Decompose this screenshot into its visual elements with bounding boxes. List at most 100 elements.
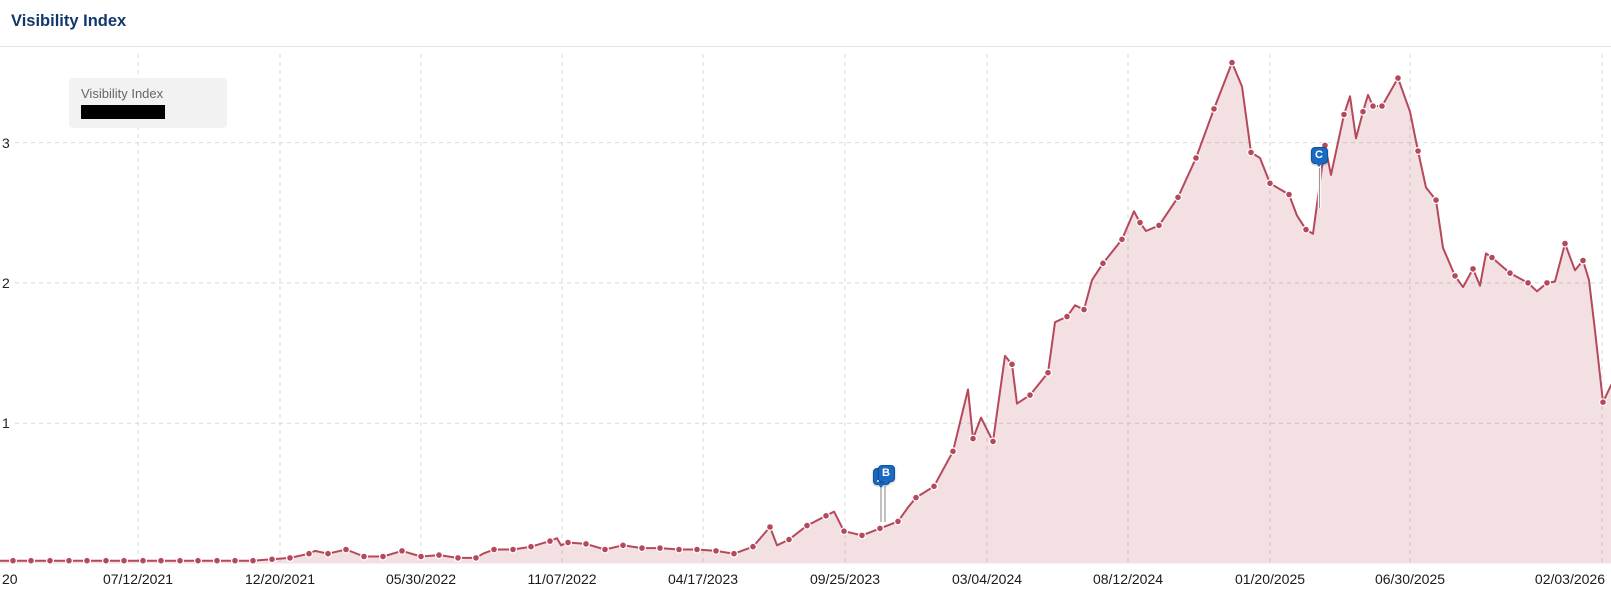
data-point-dot[interactable] (213, 556, 222, 565)
data-point-dot[interactable] (1062, 312, 1071, 321)
data-point-dot[interactable] (968, 434, 977, 443)
data-point-dot[interactable] (1154, 221, 1163, 230)
data-point-dot[interactable] (711, 546, 720, 555)
data-point-dot[interactable] (454, 553, 463, 562)
data-point-dot[interactable] (249, 556, 258, 565)
data-point-dot[interactable] (821, 511, 830, 520)
data-point-dot[interactable] (1368, 102, 1377, 111)
data-point-dot[interactable] (509, 545, 518, 554)
data-point-dot[interactable] (988, 437, 997, 446)
x-axis-tick-label: 03/04/2024 (951, 571, 1023, 587)
data-point-dot[interactable] (1025, 391, 1034, 400)
data-point-dot[interactable] (1578, 256, 1587, 265)
data-point-dot[interactable] (305, 549, 314, 558)
data-point-dot[interactable] (472, 553, 481, 562)
data-point-dot[interactable] (1598, 398, 1607, 407)
data-point-dot[interactable] (268, 555, 277, 564)
data-point-dot[interactable] (176, 556, 185, 565)
data-point-dot[interactable] (1339, 110, 1348, 119)
x-axis-tick-label: 05/30/2022 (385, 571, 457, 587)
data-point-dot[interactable] (157, 556, 166, 565)
data-point-dot[interactable] (64, 556, 73, 565)
data-point-dot[interactable] (490, 545, 499, 554)
data-point-dot[interactable] (1542, 278, 1551, 287)
data-point-dot[interactable] (581, 539, 590, 548)
data-point-dot[interactable] (784, 535, 793, 544)
data-point-dot[interactable] (194, 556, 203, 565)
data-point-dot[interactable] (1505, 269, 1514, 278)
data-point-dot[interactable] (857, 531, 866, 540)
data-point-dot[interactable] (875, 524, 884, 533)
data-point-dot[interactable] (802, 521, 811, 530)
data-point-dot[interactable] (600, 545, 609, 554)
data-point-dot[interactable] (765, 522, 774, 531)
data-point-dot[interactable] (231, 556, 240, 565)
data-point-dot[interactable] (435, 551, 444, 560)
data-point-dot[interactable] (893, 517, 902, 526)
data-point-dot[interactable] (1450, 271, 1459, 280)
data-point-dot[interactable] (324, 549, 333, 558)
data-point-dot[interactable] (1098, 259, 1107, 268)
data-point-dot[interactable] (1209, 104, 1218, 113)
data-point-dot[interactable] (1301, 225, 1310, 234)
data-point-dot[interactable] (748, 542, 757, 551)
data-point-dot[interactable] (9, 556, 18, 565)
data-point-dot[interactable] (618, 541, 627, 550)
data-point-dot[interactable] (1246, 148, 1255, 157)
data-point-dot[interactable] (119, 556, 128, 565)
plot-area[interactable] (0, 54, 1611, 564)
event-pin-label: C (1315, 149, 1323, 161)
event-pin-c[interactable]: C (1310, 147, 1328, 167)
event-pin-b[interactable]: B (877, 465, 895, 485)
redacted-domain-value (81, 105, 165, 119)
data-point-dot[interactable] (1377, 102, 1386, 111)
data-point-dot[interactable] (563, 538, 572, 547)
legend-series-label: Visibility Index (81, 86, 164, 101)
data-point-dot[interactable] (45, 556, 54, 565)
data-point-dot[interactable] (1468, 264, 1477, 273)
data-point-dot[interactable] (1191, 154, 1200, 163)
data-point-dot[interactable] (360, 552, 369, 561)
data-point-dot[interactable] (1523, 278, 1532, 287)
data-point-dot[interactable] (1487, 253, 1496, 262)
x-axis-tick-label: 04/17/2023 (667, 571, 739, 587)
data-point-dot[interactable] (911, 493, 920, 502)
data-point-dot[interactable] (417, 552, 426, 561)
data-point-dot[interactable] (692, 545, 701, 554)
data-point-dot[interactable] (655, 544, 664, 553)
data-point-dot[interactable] (1560, 239, 1569, 248)
data-point-dot[interactable] (839, 527, 848, 536)
data-point-dot[interactable] (1007, 360, 1016, 369)
data-point-dot[interactable] (929, 482, 938, 491)
data-point-dot[interactable] (674, 545, 683, 554)
data-point-dot[interactable] (1358, 107, 1367, 116)
data-point-dot[interactable] (526, 542, 535, 551)
data-point-dot[interactable] (82, 556, 91, 565)
data-point-dot[interactable] (1227, 58, 1236, 67)
data-point-dot[interactable] (1431, 196, 1440, 205)
data-point-dot[interactable] (1173, 193, 1182, 202)
data-point-dot[interactable] (101, 556, 110, 565)
data-point-dot[interactable] (1413, 147, 1422, 156)
data-point-dot[interactable] (729, 549, 738, 558)
data-point-dot[interactable] (1117, 235, 1126, 244)
data-point-dot[interactable] (1393, 74, 1402, 83)
data-point-dot[interactable] (398, 546, 407, 555)
data-point-dot[interactable] (637, 544, 646, 553)
data-point-dot[interactable] (545, 537, 554, 546)
data-point-dot[interactable] (1079, 305, 1088, 314)
data-point-dot[interactable] (948, 447, 957, 456)
data-point-dot[interactable] (1284, 190, 1293, 199)
data-point-dot[interactable] (379, 552, 388, 561)
data-point-dot[interactable] (342, 545, 351, 554)
data-point-dot[interactable] (1265, 179, 1274, 188)
data-point-dot[interactable] (139, 556, 148, 565)
data-point-dot[interactable] (286, 553, 295, 562)
x-axis-tick-label: 09/25/2023 (809, 571, 881, 587)
data-point-dot[interactable] (1135, 218, 1144, 227)
data-point-dot[interactable] (27, 556, 36, 565)
y-axis-tick-label: 1 (2, 415, 10, 432)
x-axis-tick-label: 20 (2, 571, 18, 587)
data-point-dot[interactable] (1043, 368, 1052, 377)
